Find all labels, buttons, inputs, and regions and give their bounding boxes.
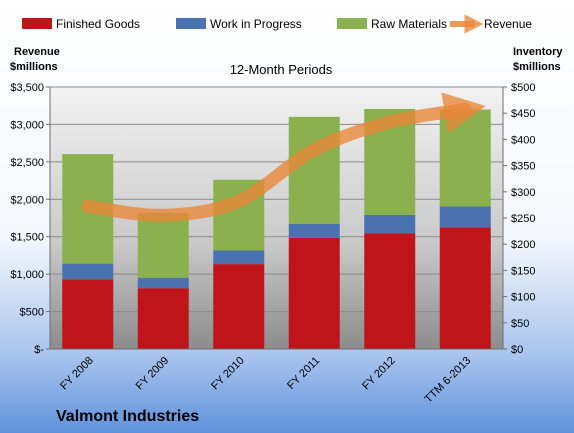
x-axis-category-label: FY 2010 (209, 355, 247, 393)
bar-finished-goods (137, 288, 189, 349)
legend-label: Work in Progress (210, 17, 302, 31)
legend-label: Finished Goods (56, 17, 140, 31)
x-axis-category-label: FY 2011 (285, 355, 322, 392)
legend-swatch-work-in-progress (176, 18, 206, 29)
x-axis-category-label: FY 2012 (360, 355, 398, 393)
bar-work-in-progress (213, 250, 265, 265)
bar-work-in-progress (62, 263, 114, 280)
left-axis-title-line2: $millions (10, 61, 58, 73)
right-axis-title-line2: $millions (513, 61, 561, 73)
x-axis-category-label: FY 2008 (58, 355, 96, 393)
legend-swatch-finished-goods (22, 18, 52, 29)
legend-label: Raw Materials (371, 17, 447, 31)
left-axis-tick-label: $500 (20, 307, 44, 319)
right-axis-tick-label: $450 (511, 108, 535, 120)
legend: Finished Goods Work in Progress Raw Materi… (22, 14, 532, 34)
bar-raw-materials (137, 212, 189, 278)
right-axis-tick-label: $150 (511, 265, 535, 277)
left-axis-tick-label: $1,500 (10, 232, 44, 244)
left-axis-tick-label: $3,000 (10, 119, 44, 131)
left-axis-tick-label: $1,000 (10, 269, 44, 281)
bar-work-in-progress (288, 223, 340, 238)
bar-finished-goods (213, 264, 265, 349)
right-axis-title-line1: Inventory (513, 46, 563, 58)
bar-finished-goods (62, 279, 114, 349)
right-axis-tick-label: $0 (511, 344, 523, 356)
chart-subtitle: 12-Month Periods (230, 62, 333, 77)
left-axis-tick-label: $- (34, 344, 44, 356)
x-axis-category-label: FY 2009 (134, 355, 172, 393)
right-axis-tick-label: $100 (511, 292, 535, 304)
company-name: Valmont Industries (56, 408, 199, 425)
right-axis-tick-label: $350 (511, 161, 535, 173)
bar-finished-goods (288, 237, 340, 349)
left-axis-tick-label: $2,500 (10, 157, 44, 169)
revenue-trend-arrow (81, 92, 486, 222)
x-axis-category-label: TTM 6-2013 (423, 355, 474, 406)
left-axis-title-line1: Revenue (14, 46, 60, 58)
bar-finished-goods (364, 233, 416, 349)
bar-work-in-progress (137, 277, 189, 289)
right-axis-tick-label: $50 (511, 318, 529, 330)
left-axis-tick-label: $3,500 (10, 82, 44, 94)
right-axis-tick-label: $200 (511, 239, 535, 251)
bar-work-in-progress (364, 214, 416, 234)
plot-area (50, 87, 503, 349)
right-axis-tick-label: $500 (511, 82, 535, 94)
bar-raw-materials (439, 109, 491, 207)
right-axis-tick-label: $400 (511, 134, 535, 146)
bar-raw-materials (288, 116, 340, 224)
bar-work-in-progress (439, 206, 491, 228)
right-axis-tick-label: $250 (511, 213, 535, 225)
right-axis-tick-label: $300 (511, 187, 535, 199)
left-axis-tick-label: $2,000 (10, 194, 44, 206)
bar-finished-goods (439, 227, 491, 349)
legend-label: Revenue (484, 17, 532, 31)
legend-swatch-raw-materials (337, 18, 367, 29)
